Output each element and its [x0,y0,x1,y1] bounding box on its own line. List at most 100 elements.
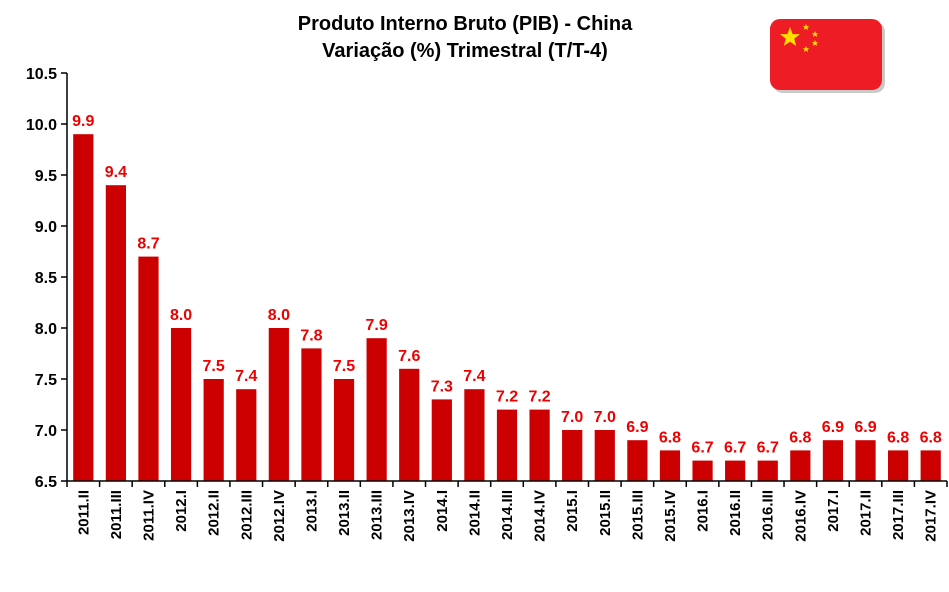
data-label: 6.8 [659,429,681,446]
bar [301,348,322,481]
bars: 9.9 9.4 8.7 8.0 7.5 7.4 8.0 7.8 7.5 7.9 7.6 7.3 7.4 7… [72,113,942,481]
data-label: 7.5 [203,358,225,375]
bar [920,450,941,481]
data-label: 7.3 [431,378,453,395]
bar [790,450,811,481]
bar [399,368,420,481]
data-label: 6.7 [724,440,746,457]
chart-title: Produto Interno Bruto (PIB) - China [298,13,633,35]
x-tick-label: 2017.I [825,490,842,532]
x-tick-label: 2014.II [466,490,483,536]
bar [594,430,615,481]
x-tick-label: 2016.IV [792,490,809,542]
bar [496,409,518,481]
y-tick-label: 10.5 [26,66,57,83]
flag-small-star [811,31,819,37]
data-label: 6.7 [757,440,779,457]
y-tick-label: 10.0 [26,117,57,134]
x-tick-label: 2017.II [858,490,875,536]
data-label: 6.7 [691,440,713,457]
x-tick-label: 2011.II [75,490,92,535]
bar [138,256,159,481]
x-tick-label: 2013.III [369,490,386,540]
x-tick-label: 2013.IV [401,490,418,542]
data-label: 7.5 [333,358,355,375]
bar [725,460,746,481]
y-tick-label: 9.5 [35,168,57,185]
x-tick-label: 2016.II [727,490,744,536]
bar [855,440,876,481]
x-tick-label: 2014.I [434,490,451,532]
x-tick-label: 2013.II [336,490,353,536]
data-label: 6.9 [822,419,844,436]
x-tick-label: 2015.IV [662,490,679,542]
data-label: 7.0 [561,409,583,426]
data-label: 6.9 [854,419,876,436]
data-label: 6.8 [789,429,811,446]
y-tick-label: 9.0 [35,219,57,236]
bar [757,460,778,481]
data-label: 6.9 [626,419,648,436]
data-label: 9.4 [105,164,127,181]
bar [822,440,844,481]
data-label: 6.8 [920,429,942,446]
flag-big-star [780,27,800,46]
y-tick-label: 8.0 [35,321,57,338]
bar [170,328,192,481]
x-axis: 2011.II 2011.III 2011.IV 2012.I 2012.II 2012.… [66,480,948,542]
bar [105,185,126,481]
bar [529,409,550,481]
bar [268,328,289,481]
x-tick-label: 2014.III [499,490,516,540]
bar [888,450,909,481]
flag-small-star [802,46,810,52]
x-tick-label: 2017.IV [923,490,940,542]
y-axis: 10.5 10.0 9.5 9.0 8.5 8.0 7.5 7.0 6.5 [26,66,68,491]
x-tick-label: 2014.IV [532,490,549,542]
data-label: 7.9 [366,317,388,334]
x-tick-label: 2012.IV [271,490,288,542]
data-label: 6.8 [887,429,909,446]
bar [431,399,452,481]
data-label: 7.4 [235,368,257,385]
y-tick-label: 7.5 [35,372,57,389]
data-label: 9.9 [72,113,94,130]
flag-small-star [811,40,819,46]
bar [627,440,648,481]
x-tick-label: 2011.III [108,490,125,539]
data-label: 7.6 [398,348,420,365]
bar [692,460,713,481]
x-tick-label: 2015.I [564,490,581,532]
data-label: 8.7 [137,236,159,253]
bar [333,379,355,481]
x-tick-label: 2015.III [629,490,646,540]
x-tick-label: 2012.II [206,490,223,536]
x-tick-label: 2016.I [695,490,712,532]
data-label: 8.0 [268,307,290,324]
data-label: 7.0 [594,409,616,426]
x-tick-label: 2013.I [303,490,320,532]
y-tick-label: 8.5 [35,270,57,287]
x-tick-label: 2016.III [760,490,777,540]
bar [659,450,681,481]
y-tick-label: 6.5 [35,474,57,491]
x-tick-label: 2017.III [890,490,907,540]
x-tick-label: 2015.II [597,490,614,536]
china-flag-icon [770,19,885,93]
bar [236,389,257,481]
bar [464,389,485,481]
bar [366,338,387,481]
x-tick-label: 2012.III [238,490,255,540]
x-tick-label: 2012.I [173,490,190,532]
bar [73,134,94,481]
chart-subtitle: Variação (%) Trimestral (T/T-4) [322,40,608,62]
data-label: 7.8 [300,327,322,344]
data-label: 8.0 [170,307,192,324]
flag-small-star [802,24,810,30]
data-label: 7.2 [528,389,550,406]
x-tick-label: 2011.IV [140,490,157,541]
bar [562,430,583,481]
y-tick-label: 7.0 [35,423,57,440]
data-label: 7.4 [463,368,485,385]
